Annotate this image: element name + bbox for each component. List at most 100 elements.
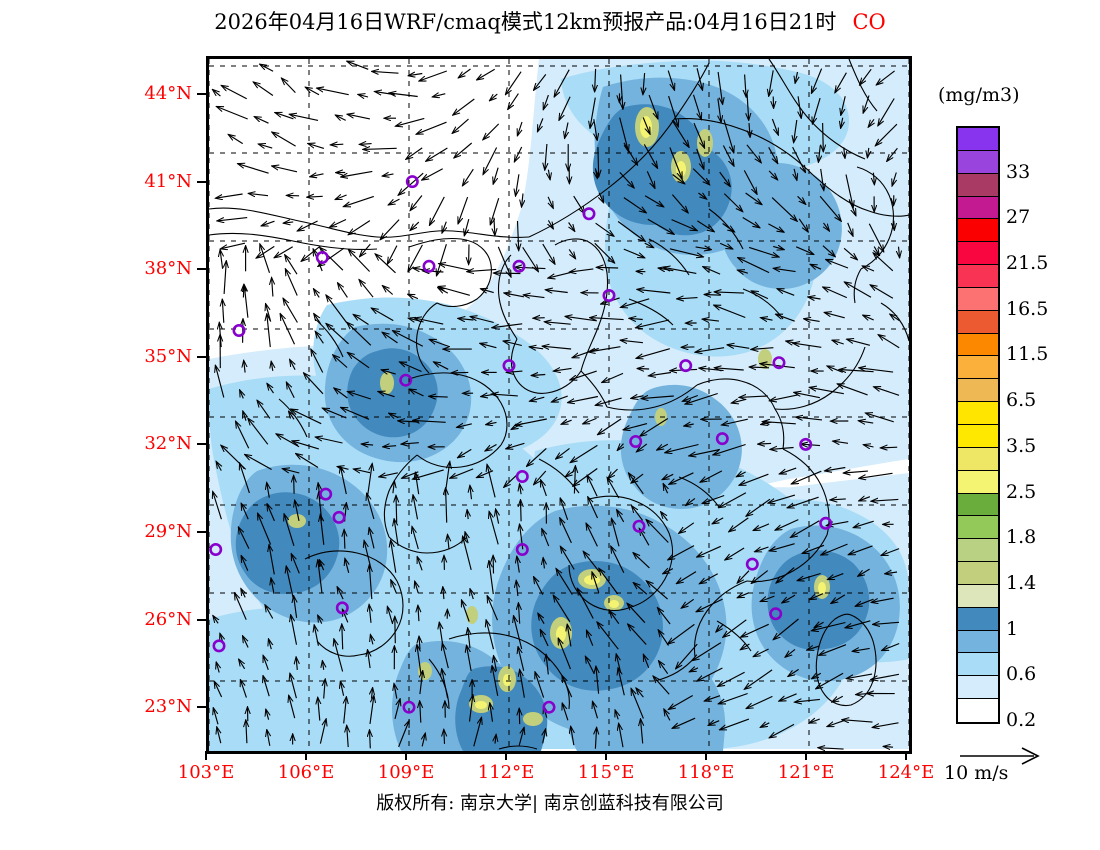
- wind-vector-arrow: [470, 317, 494, 324]
- wind-vector-arrow: [852, 648, 870, 651]
- wind-vector-arrow: [870, 285, 894, 299]
- station-marker[interactable]: [232, 323, 246, 337]
- wind-vector-arrow: [679, 522, 695, 534]
- station-marker[interactable]: [515, 542, 529, 556]
- wind-vector-arrow: [367, 464, 372, 495]
- wind-vector-arrow: [894, 220, 895, 231]
- wind-vector-arrow: [826, 260, 849, 269]
- station-marker[interactable]: [715, 432, 729, 446]
- wind-vector-arrow: [846, 673, 873, 679]
- wind-vector-arrow: [873, 622, 900, 624]
- wind-vector-arrow: [873, 172, 874, 185]
- wind-vector-arrow: [267, 504, 275, 522]
- wind-vector-arrow: [742, 217, 760, 228]
- wind-vector-arrow: [868, 223, 883, 252]
- wind-vector-arrow: [845, 620, 871, 628]
- wind-vector-arrow: [795, 699, 820, 702]
- lat-tick-label: 26°N: [144, 608, 192, 630]
- wind-vector-arrow: [518, 727, 524, 746]
- station-marker[interactable]: [332, 510, 346, 524]
- colorbar-cell: [958, 356, 998, 380]
- colorbar[interactable]: [956, 126, 1000, 724]
- station-marker[interactable]: [209, 542, 223, 556]
- lat-tick-mark: [197, 530, 206, 533]
- wind-vector-arrow: [739, 473, 769, 485]
- wind-vector-arrow: [791, 470, 822, 484]
- wind-vector-arrow: [369, 605, 371, 623]
- wind-vector-arrow: [643, 144, 657, 168]
- station-marker[interactable]: [315, 251, 329, 265]
- station-marker[interactable]: [212, 639, 226, 653]
- station-marker[interactable]: [819, 516, 833, 530]
- wind-vector-arrow: [429, 396, 448, 397]
- wind-vector-arrow: [420, 701, 421, 723]
- wind-vector-arrow: [737, 593, 750, 598]
- wind-vector-arrow: [644, 243, 654, 247]
- wind-vector-arrow: [636, 348, 670, 359]
- wind-vector-arrow: [310, 174, 324, 177]
- station-marker[interactable]: [745, 557, 759, 571]
- station-marker[interactable]: [502, 359, 516, 373]
- map-plot-area[interactable]: [206, 56, 912, 754]
- wind-vector-arrow: [669, 472, 694, 484]
- wind-vector-arrow: [697, 220, 714, 232]
- station-marker[interactable]: [335, 601, 349, 615]
- station-marker[interactable]: [422, 259, 436, 273]
- station-marker[interactable]: [632, 519, 646, 533]
- station-marker[interactable]: [512, 259, 526, 273]
- wind-vector-arrow: [296, 657, 297, 670]
- wind-vector-arrow: [717, 71, 723, 104]
- wind-vector-arrow: [492, 323, 523, 328]
- wind-vector-arrow: [646, 171, 655, 188]
- wind-vector-arrow: [723, 193, 742, 212]
- wind-vector-arrow: [485, 443, 497, 451]
- station-marker[interactable]: [772, 356, 786, 370]
- wind-vector-arrow: [340, 681, 343, 696]
- wind-vector-arrow: [334, 639, 344, 672]
- wind-vector-arrow: [360, 243, 371, 257]
- station-marker[interactable]: [602, 289, 616, 303]
- wind-vector-arrow: [876, 70, 895, 85]
- wind-vector-arrow: [646, 581, 668, 600]
- station-marker[interactable]: [405, 175, 419, 189]
- wind-vector-arrow: [382, 332, 398, 344]
- station-marker[interactable]: [582, 207, 596, 221]
- station-marker[interactable]: [319, 487, 333, 501]
- station-marker[interactable]: [399, 373, 413, 387]
- wind-vector-arrow: [795, 246, 814, 255]
- wind-vector-arrow: [487, 596, 499, 621]
- colorbar-cell: [958, 539, 998, 563]
- wind-vector-arrow: [760, 723, 770, 728]
- lat-tick-label: 32°N: [144, 433, 192, 455]
- station-marker[interactable]: [679, 359, 693, 373]
- wind-vector-arrow: [845, 174, 853, 208]
- wind-vector-arrow: [394, 519, 399, 546]
- wind-vector-arrow: [798, 218, 808, 232]
- station-marker[interactable]: [542, 700, 556, 714]
- wind-vector-arrow: [777, 289, 795, 296]
- station-marker[interactable]: [402, 700, 416, 714]
- wind-vector-arrow: [560, 498, 569, 520]
- wind-vector-arrow: [788, 668, 799, 676]
- wind-vector-arrow: [265, 605, 274, 619]
- station-marker[interactable]: [515, 469, 529, 483]
- wind-vector-arrow: [520, 670, 525, 698]
- wind-vector-arrow: [368, 650, 371, 669]
- station-marker[interactable]: [769, 607, 783, 621]
- wind-vector-arrow: [556, 447, 570, 459]
- wind-vector-arrow: [216, 662, 219, 673]
- wind-vector-arrow: [871, 673, 900, 679]
- wind-vector-arrow: [797, 572, 821, 581]
- wind-vector-arrow: [658, 608, 671, 625]
- wind-vector-arrow: [768, 170, 778, 180]
- wind-vector-arrow: [408, 244, 423, 272]
- station-marker[interactable]: [799, 437, 813, 451]
- wind-vector-arrow: [238, 527, 250, 549]
- station-marker[interactable]: [629, 434, 643, 448]
- wind-vector-arrow: [317, 88, 349, 96]
- wind-vector-arrow: [583, 551, 600, 573]
- wind-vector-arrow: [258, 144, 273, 148]
- lon-tick-mark: [705, 751, 707, 760]
- wind-vector-arrow: [637, 443, 648, 452]
- wind-vector-arrow: [739, 396, 768, 397]
